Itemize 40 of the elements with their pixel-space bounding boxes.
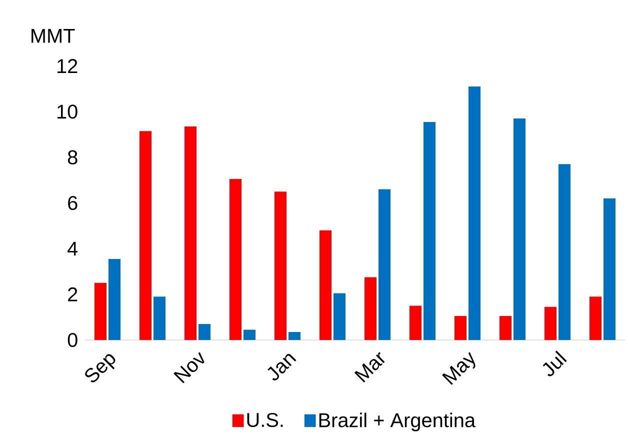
bar bbox=[184, 126, 197, 340]
bar bbox=[320, 230, 332, 340]
y-axis-title: MMT bbox=[32, 29, 75, 43]
bar bbox=[604, 198, 616, 340]
bar bbox=[198, 324, 210, 340]
bar bbox=[364, 277, 377, 340]
bar bbox=[378, 189, 390, 340]
bar bbox=[274, 192, 287, 340]
legend-label: U.S. bbox=[247, 412, 283, 428]
bar bbox=[108, 258, 120, 340]
y-tick-label: 4 bbox=[68, 242, 78, 256]
bar bbox=[500, 316, 512, 340]
bar bbox=[514, 118, 526, 340]
bar bbox=[544, 306, 557, 340]
x-tick-label: Jul bbox=[542, 350, 567, 376]
bar bbox=[230, 179, 242, 340]
y-tick-label: 2 bbox=[68, 287, 78, 302]
y-tick-label: 0 bbox=[68, 332, 78, 348]
bar bbox=[94, 282, 107, 340]
bar bbox=[288, 332, 300, 340]
bar bbox=[153, 296, 166, 340]
x-tick-label: Sep bbox=[85, 354, 116, 382]
bar bbox=[590, 296, 602, 340]
bar bbox=[243, 330, 256, 340]
x-tick-label: May bbox=[442, 352, 476, 385]
legend-label: Brazil + Argentina bbox=[319, 412, 476, 432]
bar bbox=[424, 122, 436, 340]
bar bbox=[454, 316, 467, 340]
bar bbox=[558, 164, 570, 340]
x-tick-label: Mar bbox=[354, 352, 385, 382]
y-tick-label: 10 bbox=[58, 104, 78, 119]
y-tick-label: 8 bbox=[68, 150, 78, 164]
bar bbox=[334, 293, 346, 340]
y-tick-label: 12 bbox=[58, 59, 78, 73]
bar bbox=[410, 306, 422, 340]
y-tick-label: 6 bbox=[68, 196, 78, 210]
bar bbox=[468, 86, 480, 340]
x-tick-label: Jan bbox=[268, 354, 296, 380]
x-tick-label: Nov bbox=[174, 352, 204, 384]
bar bbox=[140, 131, 152, 340]
